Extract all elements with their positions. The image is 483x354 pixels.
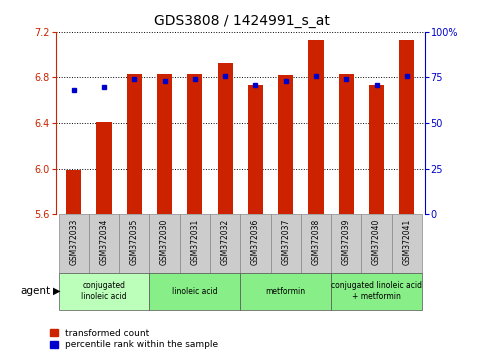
Bar	[309, 40, 324, 214]
Text: GSM372033: GSM372033	[69, 218, 78, 265]
Text: GSM372034: GSM372034	[99, 218, 109, 265]
Bar	[187, 74, 202, 214]
Text: linoleic acid: linoleic acid	[172, 287, 218, 296]
Bar	[399, 40, 414, 214]
Bar	[369, 85, 384, 214]
Text: conjugated
linoleic acid: conjugated linoleic acid	[81, 281, 127, 301]
Bar	[149, 214, 180, 273]
Bar	[149, 273, 241, 310]
Text: metformin: metformin	[266, 287, 306, 296]
Text: agent: agent	[21, 286, 51, 296]
Text: GSM372036: GSM372036	[251, 218, 260, 265]
Text: GSM372038: GSM372038	[312, 218, 321, 264]
Bar	[127, 74, 142, 214]
Text: GSM372031: GSM372031	[190, 218, 199, 264]
Bar	[339, 74, 354, 214]
Bar	[66, 170, 81, 214]
Bar	[157, 74, 172, 214]
Text: GSM372039: GSM372039	[342, 218, 351, 265]
Text: GDS3808 / 1424991_s_at: GDS3808 / 1424991_s_at	[154, 14, 329, 28]
Text: GSM372032: GSM372032	[221, 218, 229, 264]
Bar	[248, 85, 263, 214]
Bar	[392, 214, 422, 273]
Bar	[58, 214, 89, 273]
Bar	[58, 273, 149, 310]
Text: conjugated linoleic acid
+ metformin: conjugated linoleic acid + metformin	[331, 281, 422, 301]
Text: ▶: ▶	[53, 286, 61, 296]
Text: GSM372040: GSM372040	[372, 218, 381, 265]
Legend: transformed count, percentile rank within the sample: transformed count, percentile rank withi…	[50, 329, 218, 349]
Bar	[270, 214, 301, 273]
Text: GSM372035: GSM372035	[130, 218, 139, 265]
Text: GSM372030: GSM372030	[160, 218, 169, 265]
Bar	[97, 122, 112, 214]
Bar	[331, 273, 422, 310]
Bar	[89, 214, 119, 273]
Bar	[278, 75, 293, 214]
Bar	[301, 214, 331, 273]
Bar	[361, 214, 392, 273]
Text: GSM372041: GSM372041	[402, 218, 412, 264]
Bar	[180, 214, 210, 273]
Text: GSM372037: GSM372037	[281, 218, 290, 265]
Bar	[217, 63, 233, 214]
Bar	[241, 273, 331, 310]
Bar	[331, 214, 361, 273]
Bar	[210, 214, 241, 273]
Bar	[241, 214, 270, 273]
Bar	[119, 214, 149, 273]
